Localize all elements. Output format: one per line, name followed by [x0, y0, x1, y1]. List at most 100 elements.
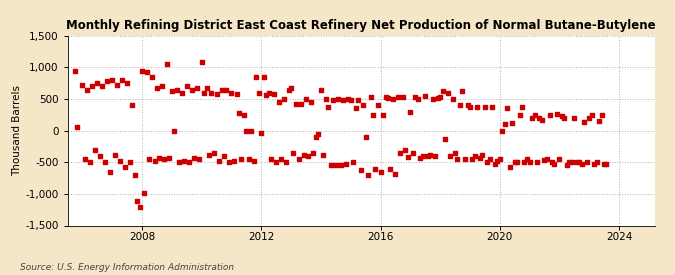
Point — [122, 81, 132, 85]
Point — [544, 113, 555, 117]
Point — [360, 135, 371, 139]
Point — [373, 103, 383, 108]
Point — [256, 130, 267, 135]
Point — [417, 154, 428, 158]
Point — [296, 102, 306, 106]
Point — [402, 155, 413, 160]
Point — [186, 87, 197, 92]
Point — [593, 119, 604, 123]
Point — [112, 83, 123, 87]
Point — [117, 78, 128, 82]
Point — [97, 84, 108, 89]
Point — [198, 90, 209, 95]
Point — [278, 97, 289, 101]
Point — [414, 156, 425, 160]
Point — [144, 157, 155, 161]
Point — [244, 157, 254, 161]
Point — [355, 168, 366, 172]
Point — [293, 157, 304, 161]
Point — [340, 161, 351, 166]
Point — [179, 159, 190, 163]
Point — [492, 159, 503, 163]
Point — [432, 95, 443, 100]
Point — [442, 90, 453, 95]
Point — [102, 79, 113, 84]
Point — [599, 161, 610, 166]
Point — [251, 75, 262, 79]
Point — [574, 160, 585, 164]
Point — [284, 87, 294, 92]
Point — [385, 166, 396, 171]
Point — [109, 152, 120, 157]
Point — [136, 68, 147, 73]
Point — [333, 97, 344, 101]
Point — [154, 156, 165, 160]
Point — [263, 90, 274, 95]
Point — [273, 100, 284, 104]
Point — [477, 152, 488, 157]
Point — [201, 86, 212, 90]
Point — [142, 70, 153, 75]
Point — [236, 157, 246, 161]
Point — [457, 89, 468, 94]
Point — [460, 157, 470, 161]
Point — [176, 90, 187, 95]
Point — [514, 113, 525, 117]
Point — [562, 163, 572, 167]
Point — [368, 113, 379, 117]
Point — [174, 160, 185, 164]
Point — [437, 89, 448, 94]
Point — [601, 161, 612, 166]
Point — [576, 162, 587, 166]
Point — [387, 97, 398, 101]
Point — [196, 60, 207, 65]
Point — [470, 154, 481, 158]
Point — [578, 120, 589, 125]
Point — [435, 95, 446, 99]
Point — [516, 104, 527, 109]
Point — [519, 160, 530, 164]
Point — [430, 154, 441, 158]
Point — [370, 166, 381, 171]
Point — [321, 97, 331, 101]
Point — [526, 116, 537, 120]
Point — [346, 98, 356, 103]
Point — [169, 128, 180, 133]
Point — [539, 158, 550, 163]
Point — [80, 157, 90, 161]
Point — [119, 165, 130, 169]
Point — [343, 97, 354, 101]
Point — [286, 86, 296, 90]
Point — [338, 98, 349, 103]
Point — [216, 87, 227, 92]
Point — [72, 125, 83, 130]
Point — [541, 157, 552, 161]
Point — [467, 157, 478, 161]
Point — [261, 92, 272, 97]
Point — [440, 137, 451, 141]
Point — [524, 160, 535, 164]
Point — [228, 159, 239, 163]
Point — [537, 118, 547, 122]
Point — [425, 152, 435, 157]
Point — [157, 84, 167, 89]
Point — [84, 160, 95, 164]
Point — [231, 92, 242, 96]
Point — [223, 160, 234, 164]
Point — [328, 98, 339, 103]
Point — [92, 81, 103, 85]
Point — [315, 87, 326, 92]
Point — [412, 97, 423, 101]
Point — [350, 106, 361, 111]
Point — [485, 157, 495, 161]
Point — [591, 160, 602, 164]
Point — [445, 154, 456, 158]
Point — [167, 89, 178, 94]
Point — [427, 97, 438, 101]
Point — [234, 111, 244, 115]
Point — [564, 160, 574, 164]
Point — [149, 159, 160, 163]
Point — [534, 116, 545, 120]
Point — [410, 95, 421, 99]
Point — [241, 128, 252, 133]
